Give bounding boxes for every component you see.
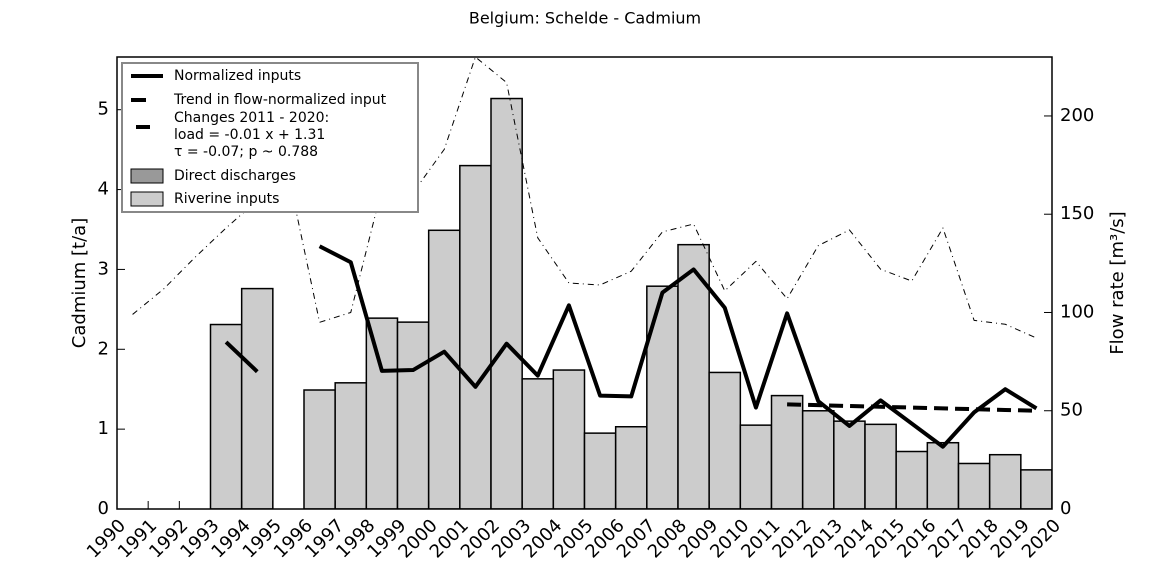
y-axis-label: Cadmium [t/a] [69,218,90,348]
y2-axis-label: Flow rate [m³/s] [1107,211,1128,354]
y2-tick-label: 200 [1060,105,1094,126]
legend: Normalized inputs Trend in flow-normalize… [121,62,419,213]
y2-tick-label: 100 [1060,301,1094,322]
bar [739,424,773,509]
bar [583,432,617,509]
bar [459,164,492,509]
y-tick-label: 4 [98,179,109,200]
legend-note: τ = -0.07; p ~ 0.788 [174,144,318,160]
line-solid [318,244,1038,449]
bar [552,369,586,509]
legend-box [121,62,419,213]
y-tick-label: 2 [98,338,109,359]
bar [1020,469,1052,509]
legend-note: Changes 2011 - 2020: [174,110,329,126]
bar [770,394,804,509]
chart-title: Belgium: Schelde - Cadmium [469,9,701,28]
bar [490,97,523,509]
bar [895,450,929,509]
bar [521,378,555,509]
y-tick-label: 0 [98,498,109,519]
legend-note: load = -0.01 x + 1.31 [174,127,325,143]
y-tick-label: 3 [98,258,109,279]
bar [303,389,336,509]
bar [209,323,243,509]
legend-label: Normalized inputs [174,68,301,84]
bar [365,317,399,509]
bar [957,462,991,509]
line-solid [224,340,259,374]
y2-tick-label: 50 [1060,400,1083,421]
bar [926,441,960,509]
legend-label: Direct discharges [174,168,296,184]
y-tick-label: 5 [98,99,109,120]
bar [614,425,648,509]
plot-area [132,57,1052,509]
legend-label: Riverine inputs [174,191,279,207]
legend-label: Trend in flow-normalized input [173,92,387,108]
y2-tick-label: 150 [1060,203,1094,224]
bar [646,285,679,509]
y2-tick-label: 0 [1060,498,1071,519]
legend-swatch [130,168,164,184]
bar [240,287,274,509]
bar [801,410,835,509]
y-tick-label: 1 [98,418,109,439]
bar [396,321,430,509]
bar [833,420,866,509]
bar [708,371,742,509]
bar [988,453,1022,509]
bar [864,423,897,509]
legend-swatch [130,191,164,207]
bar [334,382,368,509]
bar [427,229,461,509]
